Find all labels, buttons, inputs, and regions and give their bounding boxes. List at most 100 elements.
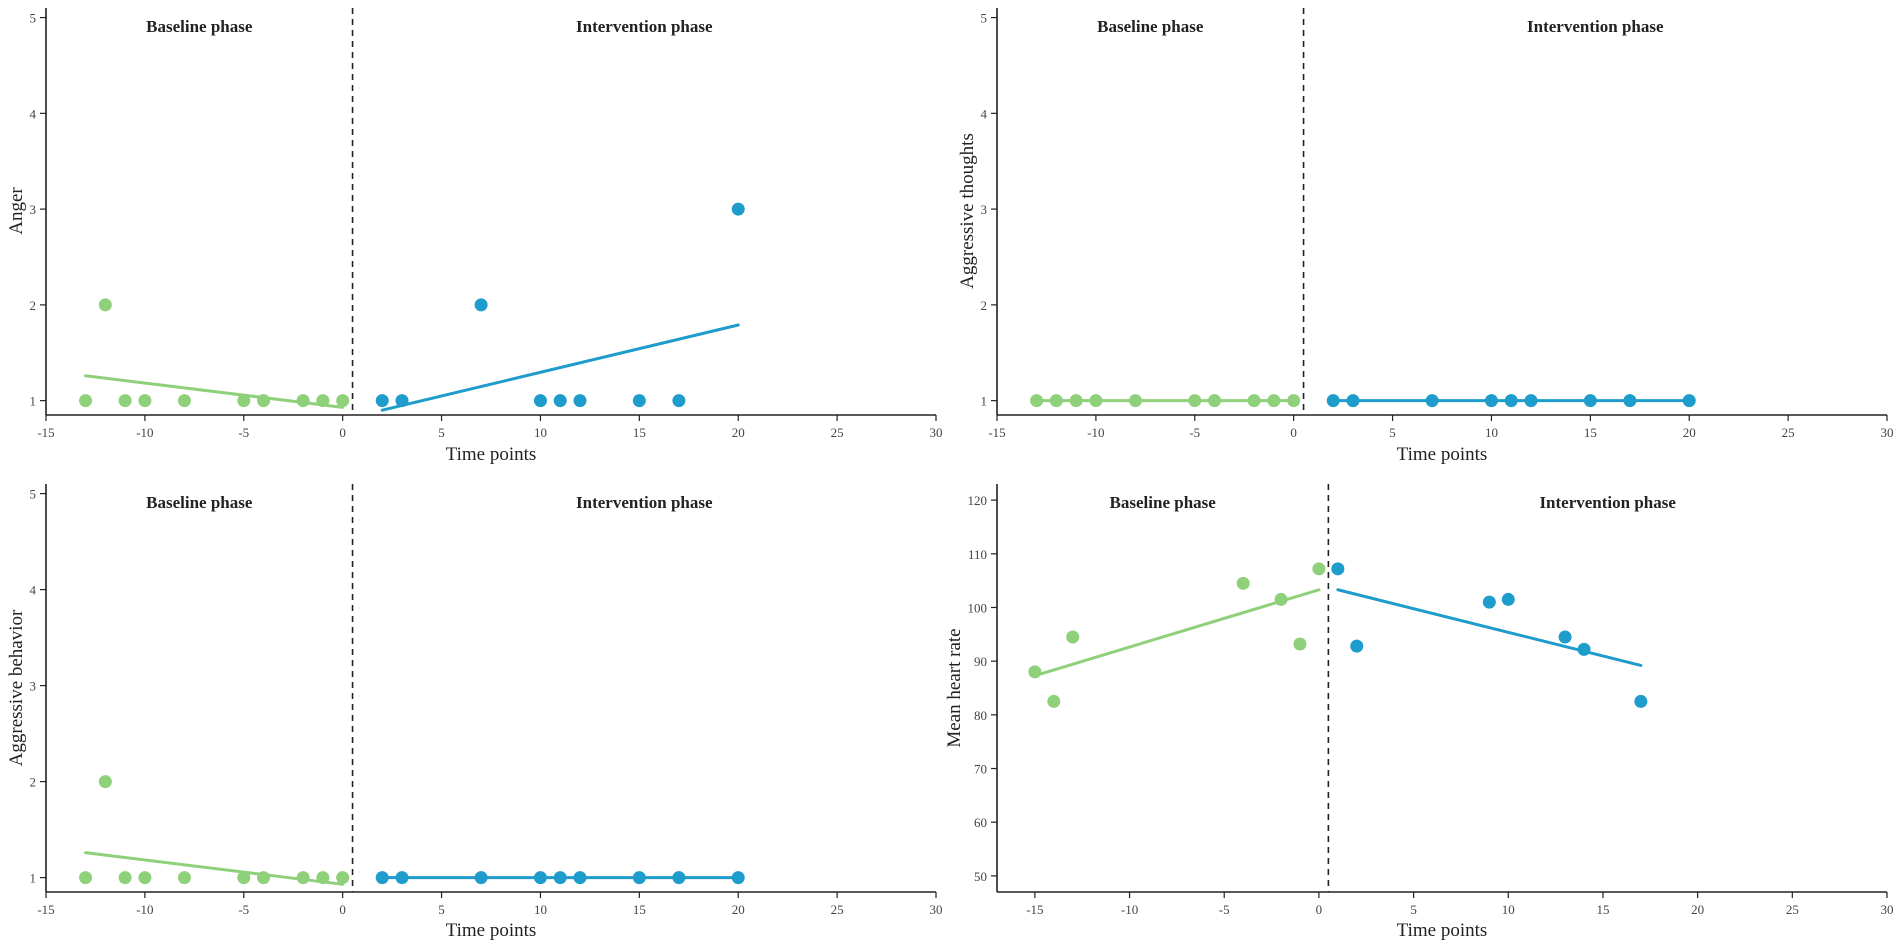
baseline-point (316, 871, 330, 885)
x-tick-label: 15 (633, 425, 646, 440)
y-tick-label: 120 (968, 493, 988, 508)
intervention-point (1504, 394, 1518, 408)
baseline-point (1188, 394, 1202, 408)
intervention-point (375, 394, 389, 408)
baseline-point (1274, 592, 1288, 606)
baseline-point (1049, 394, 1063, 408)
x-axis-title: Time points (1397, 444, 1488, 465)
intervention-point (1558, 630, 1572, 644)
baseline-point (1287, 394, 1301, 408)
intervention-trend-line (380, 323, 740, 412)
y-tick-label: 3 (30, 679, 37, 694)
x-tick-label: 15 (633, 902, 646, 917)
y-tick-label: 5 (981, 11, 988, 26)
baseline-point (336, 871, 350, 885)
baseline-point (316, 394, 330, 408)
x-tick-label: 5 (1389, 425, 1396, 440)
intervention-point (553, 871, 567, 885)
baseline-point (79, 871, 93, 885)
y-tick-label: 3 (981, 202, 988, 217)
intervention-point (1425, 394, 1439, 408)
intervention-point (553, 394, 567, 408)
intervention-point (1577, 642, 1591, 656)
baseline-phase-label: Baseline phase (146, 493, 253, 512)
x-axis-title: Time points (1397, 920, 1488, 941)
x-tick-label: -5 (238, 902, 249, 917)
x-tick-label: -15 (37, 425, 54, 440)
x-tick-label: 30 (930, 902, 943, 917)
intervention-point (1682, 394, 1696, 408)
x-tick-label: 15 (1596, 902, 1609, 917)
x-tick-label: -5 (1189, 425, 1200, 440)
x-tick-label: 15 (1584, 425, 1597, 440)
baseline-point (1128, 394, 1142, 408)
x-tick-label: -5 (238, 425, 249, 440)
intervention-point (1326, 394, 1340, 408)
y-axis-title: Aggressive behavior (6, 609, 27, 766)
x-tick-label: 25 (1786, 902, 1799, 917)
x-tick-label: -10 (136, 902, 153, 917)
x-tick-label: -15 (1026, 902, 1043, 917)
intervention-point (1331, 562, 1345, 576)
x-tick-label: -10 (1087, 425, 1104, 440)
intervention-point (533, 871, 547, 885)
x-tick-label: 0 (1290, 425, 1297, 440)
x-axis-title: Time points (446, 444, 537, 465)
y-tick-label: 1 (30, 394, 37, 409)
panel-aggressive-behavior: Aggressive behavior Time points -15 -10 -5… (6, 484, 943, 941)
x-tick-label: 5 (1410, 902, 1417, 917)
intervention-point (573, 871, 587, 885)
x-tick-label: -15 (37, 902, 54, 917)
baseline-point (1312, 562, 1326, 576)
baseline-point (336, 394, 350, 408)
intervention-point (632, 394, 646, 408)
intervention-point (672, 394, 686, 408)
baseline-point (1267, 394, 1281, 408)
intervention-phase-label: Intervention phase (1527, 17, 1664, 36)
x-tick-label: 20 (732, 425, 745, 440)
intervention-trend-line (1336, 588, 1643, 667)
baseline-point (98, 298, 112, 312)
baseline-point (138, 394, 152, 408)
intervention-phase-label: Intervention phase (576, 17, 713, 36)
baseline-point (237, 394, 251, 408)
baseline-point (296, 394, 310, 408)
x-tick-label: 30 (1881, 902, 1894, 917)
y-axis-title: Mean heart rate (944, 628, 965, 747)
intervention-point (395, 871, 409, 885)
intervention-point (533, 394, 547, 408)
intervention-point (375, 871, 389, 885)
baseline-point (1069, 394, 1083, 408)
y-tick-label: 3 (30, 202, 37, 217)
y-tick-label: 60 (974, 815, 987, 830)
intervention-phase-label: Intervention phase (576, 493, 713, 512)
baseline-point (1028, 665, 1042, 679)
x-tick-label: -10 (136, 425, 153, 440)
baseline-point (1293, 637, 1307, 651)
intervention-point (474, 871, 488, 885)
x-axis-title: Time points (446, 920, 537, 941)
y-axis-title: Anger (6, 187, 27, 235)
baseline-trend-line (1033, 588, 1321, 678)
intervention-point (731, 871, 745, 885)
x-tick-label: 0 (339, 902, 346, 917)
intervention-point (731, 202, 745, 216)
intervention-phase-label: Intervention phase (1539, 493, 1676, 512)
y-tick-label: 4 (981, 106, 988, 121)
intervention-point (1524, 394, 1538, 408)
x-tick-label: 10 (1485, 425, 1498, 440)
intervention-point (1583, 394, 1597, 408)
baseline-point (257, 394, 271, 408)
baseline-phase-label: Baseline phase (1110, 493, 1217, 512)
intervention-point (1350, 639, 1364, 653)
intervention-point (573, 394, 587, 408)
y-tick-label: 4 (30, 106, 37, 121)
y-tick-label: 50 (974, 869, 987, 884)
y-tick-label: 80 (974, 708, 987, 723)
x-tick-label: 20 (1691, 902, 1704, 917)
baseline-point (138, 871, 152, 885)
intervention-point (395, 394, 409, 408)
intervention-point (672, 871, 686, 885)
x-tick-label: 30 (1881, 425, 1894, 440)
